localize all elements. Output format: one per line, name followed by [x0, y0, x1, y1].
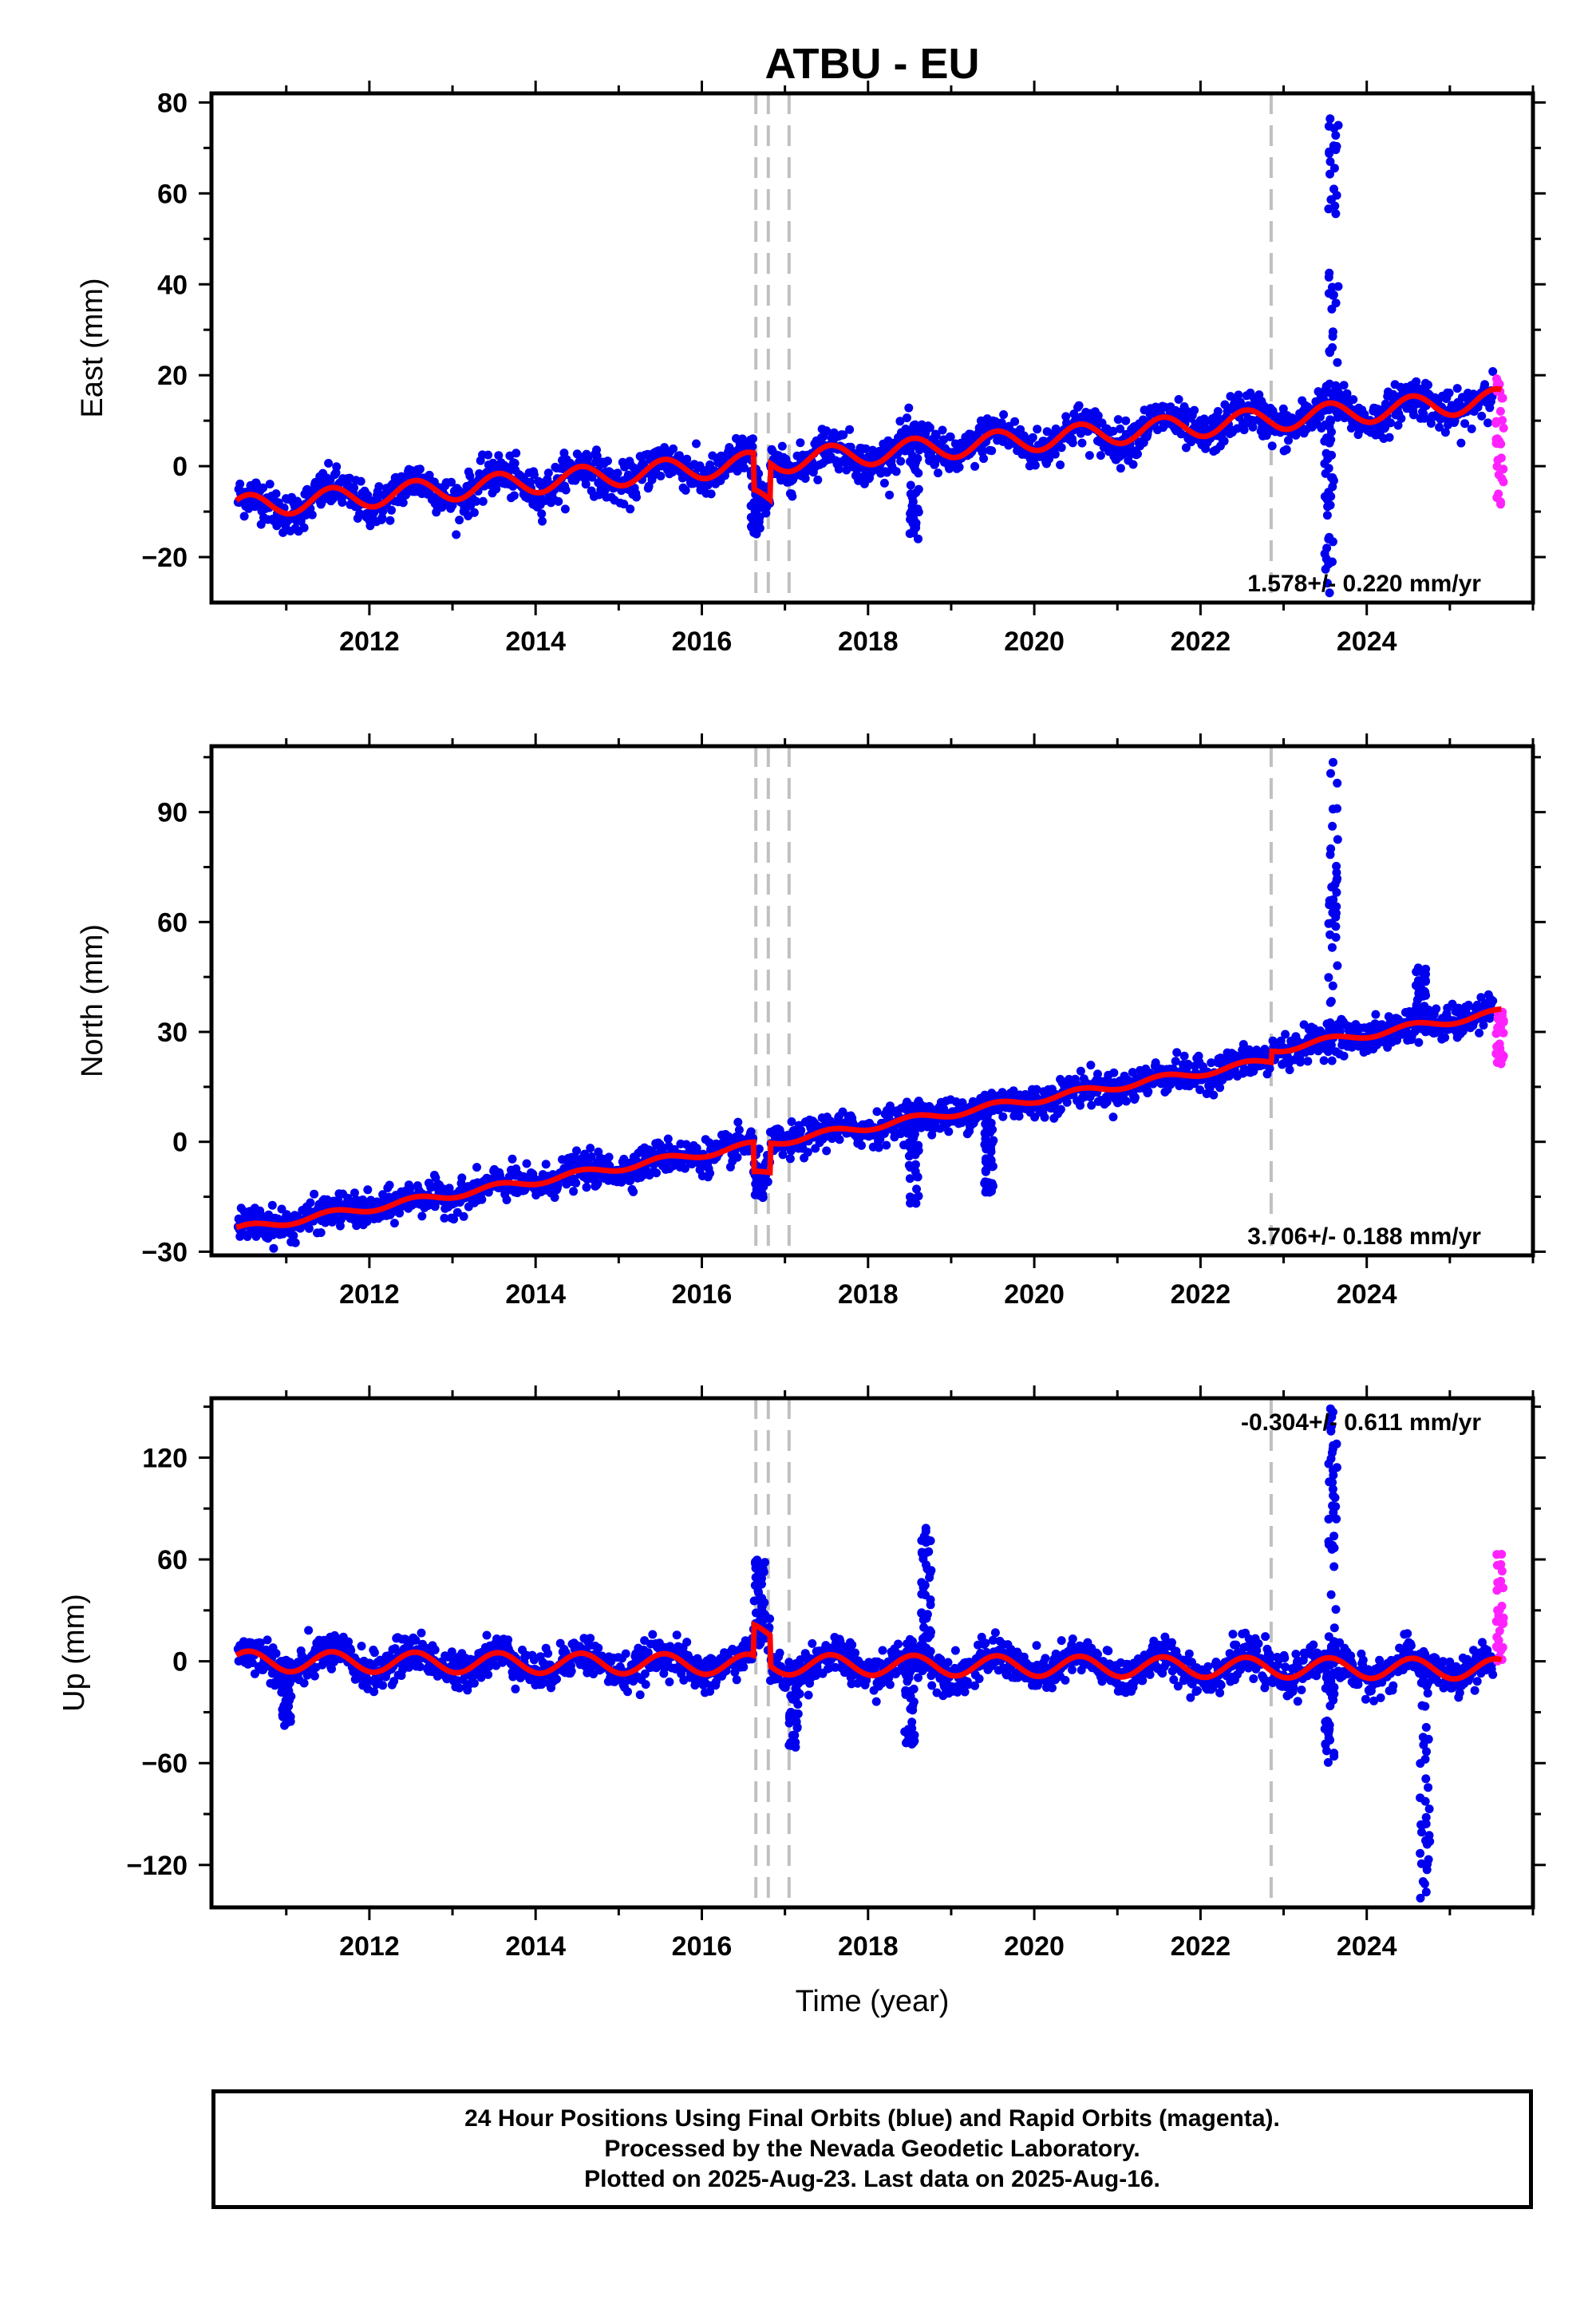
up-xtick-label-2018: 2018: [838, 1931, 899, 1962]
north-xtick-label-2012: 2012: [339, 1279, 400, 1310]
up-rate-label: -0.304+/- 0.611 mm/yr: [1241, 1409, 1481, 1436]
east-final-orbit-points: [233, 114, 1498, 598]
east-ytick-label-40: 40: [157, 270, 188, 300]
north-ylabel: North (mm): [76, 924, 109, 1077]
figure-title: ATBU - EU: [765, 40, 980, 88]
up-xtick-label-2022: 2022: [1171, 1931, 1231, 1962]
north-xtick-label-2020: 2020: [1004, 1279, 1065, 1310]
up-xtick-label-2016: 2016: [672, 1931, 733, 1962]
east-plot-area: [233, 93, 1508, 603]
north-xtick-label-2016: 2016: [672, 1279, 733, 1310]
north-xtick-label-2018: 2018: [838, 1279, 899, 1310]
east-xtick-label-2014: 2014: [505, 626, 566, 657]
panel-up: 2012 2014 2016 2018 2020 2022 2024 −120 −60 0 60 12…: [57, 1385, 1546, 2018]
east-xtick-label-2022: 2022: [1171, 626, 1231, 657]
east-xtick-label-2012: 2012: [339, 626, 400, 657]
north-ytick-label--30: −30: [141, 1237, 188, 1267]
footer-box: 24 Hour Positions Using Final Orbits (bl…: [211, 2089, 1533, 2209]
north-ytick-label-60: 60: [157, 907, 188, 938]
east-ylabel: East (mm): [76, 278, 109, 417]
up-xtick-label-2020: 2020: [1004, 1931, 1065, 1962]
east-rate-label: 1.578+/- 0.220 mm/yr: [1247, 571, 1481, 597]
east-xtick-label-2024: 2024: [1337, 626, 1397, 657]
panel-north: 2012 2014 2016 2018 2020 2022 2024 −30 0 30 60 90 No…: [76, 733, 1546, 1310]
footer-line-2: Processed by the Nevada Geodetic Laborat…: [604, 2136, 1140, 2162]
east-xtick-label-2020: 2020: [1004, 626, 1065, 657]
north-ytick-label-0: 0: [172, 1128, 188, 1158]
up-ytick-label--120: −120: [126, 1851, 188, 1881]
up-ytick-label--60: −60: [141, 1749, 188, 1779]
panels: 2012 2014 2016 2018 2020 2022 2024 −20 0 20 40 60 80…: [57, 81, 1546, 2018]
north-final-orbit-points: [233, 757, 1498, 1253]
north-ytick-label-90: 90: [157, 798, 188, 828]
north-frame: [209, 744, 1535, 1258]
north-model-line: [235, 1006, 1502, 1231]
east-ytick-label-20: 20: [157, 361, 188, 391]
east-ytick-label-80: 80: [157, 88, 188, 118]
east-ytick-label-0: 0: [172, 452, 188, 482]
up-xtick-label-2012: 2012: [339, 1931, 400, 1962]
east-xtick-label-2018: 2018: [838, 626, 899, 657]
footer-line-1: 24 Hour Positions Using Final Orbits (bl…: [464, 2105, 1280, 2132]
east-xtick-label-2016: 2016: [672, 626, 733, 657]
north-xtick-label-2022: 2022: [1171, 1279, 1231, 1310]
footer-line-3: Plotted on 2025-Aug-23. Last data on 202…: [584, 2166, 1160, 2192]
east-ytick-label--20: −20: [141, 543, 188, 573]
east-model-line: [235, 385, 1503, 517]
up-ytick-label-60: 60: [157, 1545, 188, 1575]
north-rapid-orbit-points: [1491, 1007, 1508, 1069]
up-xtick-label-2014: 2014: [505, 1931, 566, 1962]
east-rapid-orbit-points: [1491, 374, 1508, 509]
north-xtick-label-2014: 2014: [505, 1279, 566, 1310]
up-ytick-label-0: 0: [172, 1647, 188, 1678]
east-frame: [209, 91, 1535, 605]
up-ytick-label-120: 120: [142, 1443, 188, 1473]
north-rate-label: 3.706+/- 0.188 mm/yr: [1247, 1223, 1481, 1250]
up-xlabel: Time (year): [796, 1985, 950, 2018]
up-model-line: [235, 1620, 1503, 1682]
north-ytick-label-30: 30: [157, 1018, 188, 1048]
up-rapid-orbit-points: [1491, 1550, 1508, 1666]
up-frame: [209, 1396, 1535, 1910]
up-ylabel: Up (mm): [57, 1594, 91, 1712]
east-ytick-label-60: 60: [157, 179, 188, 209]
north-xtick-label-2024: 2024: [1337, 1279, 1397, 1310]
panel-east: 2012 2014 2016 2018 2020 2022 2024 −20 0 20 40 60 80…: [76, 81, 1546, 657]
north-plot-area: [233, 746, 1508, 1255]
up-plot-area: [233, 1398, 1508, 1907]
up-xtick-label-2024: 2024: [1337, 1931, 1397, 1962]
